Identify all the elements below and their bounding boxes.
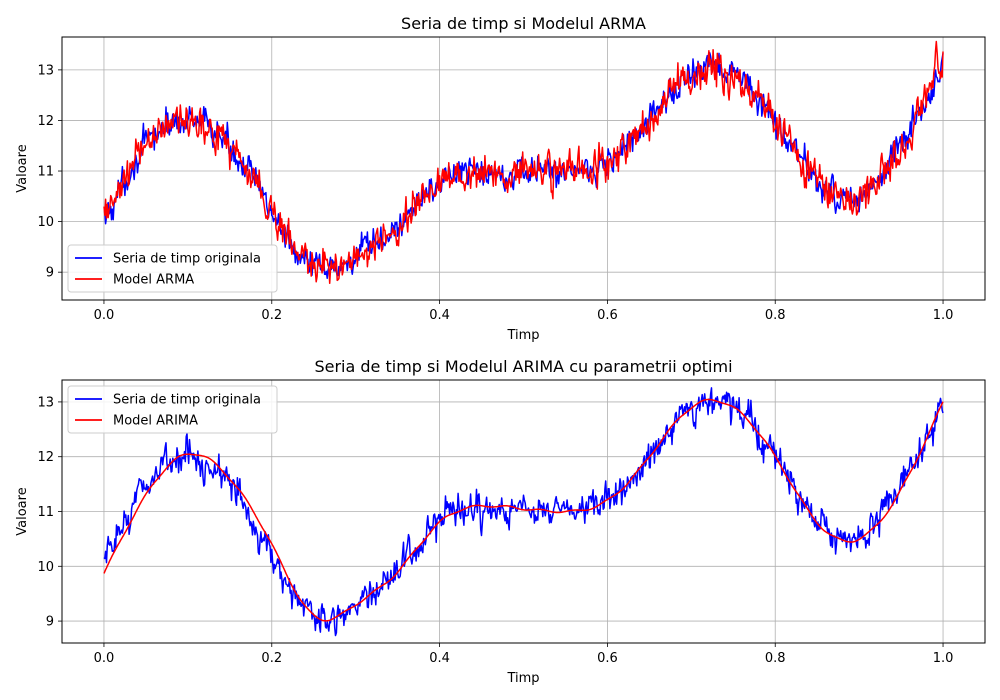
x-tick-label: 0.2 [261,308,282,323]
x-axis-label: Timp [506,671,539,686]
y-tick-label: 13 [37,395,54,410]
x-tick-label: 0.8 [765,308,786,323]
axes-frame [61,36,986,301]
y-tick-label: 10 [37,560,54,575]
legend-label-1: Seria de timp originala [113,252,261,267]
y-tick-label: 9 [46,266,54,281]
x-tick-label: 1.0 [933,651,954,666]
x-tick-label: 0.6 [597,651,618,666]
chart-2: 0.0 0.2 0.4 0.6 0.8 1.0 9 10 11 12 13 Seria de timp… [15,357,986,686]
x-tick-label: 0.0 [94,308,115,323]
legend: Seria de timp originala Model ARMA [67,244,278,293]
legend-label-2: Model ARIMA [113,414,198,429]
chart-title: Seria de timp si Modelul ARMA [401,14,646,33]
x-tick-label: 0.6 [597,308,618,323]
y-tick-label: 12 [37,450,54,465]
x-tick-label: 0.0 [94,651,115,666]
legend-label-2: Model ARMA [113,273,194,288]
x-tick-label: 0.4 [429,651,450,666]
x-tick-label: 1.0 [933,308,954,323]
x-tick-label: 0.2 [261,651,282,666]
legend-box [67,244,278,293]
chart-1: 0.0 0.2 0.4 0.6 0.8 1.0 9 10 11 12 13 Seria de timp… [15,14,986,343]
y-tick-label: 11 [37,505,54,520]
legend: Seria de timp originala Model ARIMA [67,385,278,434]
x-axis-label: Timp [506,328,539,343]
y-tick-label: 11 [37,165,54,180]
y-tick-label: 10 [37,215,54,230]
y-axis-label: Valoare [15,144,30,192]
legend-box [67,385,278,434]
x-tick-label: 0.4 [429,308,450,323]
chart-title: Seria de timp si Modelul ARIMA cu parame… [314,357,732,376]
y-tick-label: 9 [46,615,54,630]
x-tick-label: 0.8 [765,651,786,666]
y-axis-label: Valoare [15,487,30,535]
y-tick-label: 13 [37,63,54,78]
legend-label-1: Seria de timp originala [113,393,261,408]
y-tick-label: 12 [37,114,54,129]
series-line-2 [103,398,944,622]
series-line-2 [103,40,944,285]
